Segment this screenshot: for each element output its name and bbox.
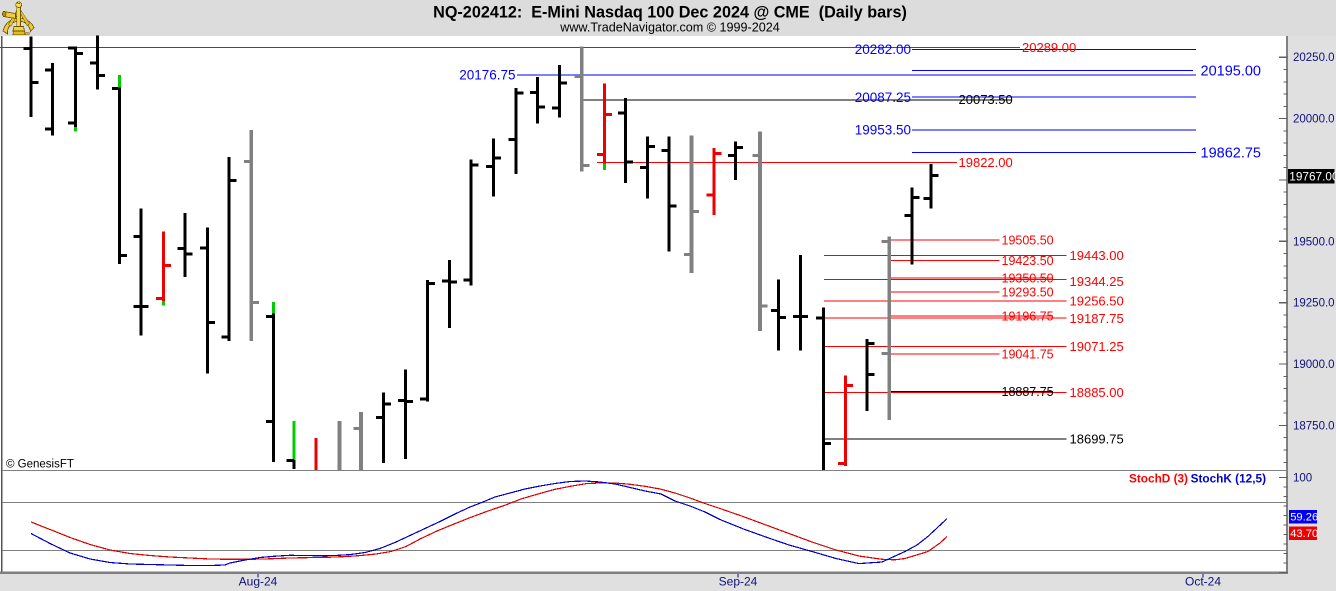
svg-text:19041.75: 19041.75 [1002, 347, 1054, 361]
svg-text:19500.0: 19500.0 [1293, 236, 1335, 248]
svg-text:Aug-24: Aug-24 [239, 575, 278, 589]
svg-text:20289.00: 20289.00 [1022, 40, 1076, 55]
svg-text:www.TradeNavigator.com © 1999-: www.TradeNavigator.com © 1999-2024 [559, 21, 780, 35]
svg-text:20176.75: 20176.75 [459, 68, 515, 83]
svg-text:19953.50: 19953.50 [855, 123, 911, 138]
svg-text:19256.50: 19256.50 [1070, 294, 1124, 309]
svg-text:18887.75: 18887.75 [1002, 385, 1054, 399]
svg-text:20000.0: 20000.0 [1293, 114, 1335, 126]
svg-text:18885.00: 18885.00 [1070, 385, 1124, 400]
svg-text:59.26: 59.26 [1290, 512, 1318, 524]
svg-text:20250.0: 20250.0 [1293, 52, 1335, 64]
svg-text:19443.00: 19443.00 [1070, 248, 1124, 263]
svg-text:18750.0: 18750.0 [1293, 420, 1335, 432]
svg-text:19505.50: 19505.50 [1002, 234, 1054, 248]
svg-text:Sep-24: Sep-24 [719, 575, 758, 589]
svg-text:© GenesisFT: © GenesisFT [6, 459, 74, 471]
svg-text:StochK (12,5): StochK (12,5) [1191, 472, 1266, 486]
svg-text:StochD (3): StochD (3) [1129, 472, 1188, 486]
svg-text:43.70: 43.70 [1290, 528, 1318, 540]
svg-text:19293.50: 19293.50 [1002, 286, 1054, 300]
svg-text:20087.25: 20087.25 [855, 90, 911, 105]
svg-text:18699.75: 18699.75 [1070, 432, 1124, 447]
svg-text:Oct-24: Oct-24 [1185, 575, 1221, 589]
svg-text:100: 100 [1293, 473, 1312, 485]
svg-text:20195.00: 20195.00 [1201, 64, 1261, 80]
svg-text:20282.00: 20282.00 [855, 42, 911, 57]
svg-text:20073.50: 20073.50 [959, 92, 1013, 107]
svg-text:19350.50: 19350.50 [1002, 272, 1054, 286]
svg-text:19000.0: 19000.0 [1293, 359, 1335, 371]
svg-text:19767.00: 19767.00 [1289, 169, 1336, 183]
svg-text:19071.25: 19071.25 [1070, 339, 1124, 354]
svg-text:19250.0: 19250.0 [1293, 298, 1335, 310]
svg-text:19862.75: 19862.75 [1201, 145, 1261, 161]
svg-text:19822.00: 19822.00 [959, 155, 1013, 170]
svg-text:NQ-202412: E-Mini Nasdaq 100: NQ-202412: E-Mini Nasdaq 100 Dec 2024 @ … [433, 4, 907, 22]
svg-text:19196.75: 19196.75 [1002, 309, 1054, 323]
svg-text:19344.25: 19344.25 [1070, 274, 1124, 289]
svg-text:19423.50: 19423.50 [1002, 254, 1054, 268]
svg-text:19187.75: 19187.75 [1070, 311, 1124, 326]
